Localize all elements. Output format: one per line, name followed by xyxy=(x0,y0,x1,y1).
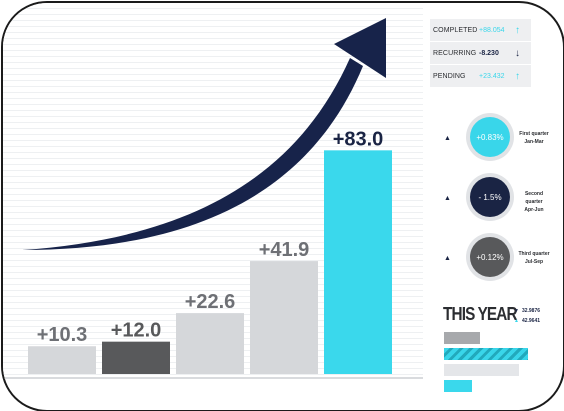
arrow-up-icon: ↑ xyxy=(515,70,520,82)
status-value: +88.054 xyxy=(479,26,505,34)
quarter-ring: +0.83% xyxy=(466,113,514,161)
year-legend-up: ▲ 42.9641 xyxy=(514,318,541,324)
status-panel: COMPLETED +88.054 ↑ RECURRING -8.230 ↓ P… xyxy=(430,19,531,88)
status-value: -8.230 xyxy=(479,49,499,57)
status-row-pending: PENDING +23.432 ↑ xyxy=(430,65,531,87)
bar xyxy=(28,346,96,374)
triangle-up-icon: ▲ xyxy=(444,255,451,262)
quarter-value: +0.12% xyxy=(470,237,510,277)
quarter-value: +0.83% xyxy=(470,117,510,157)
status-row-completed: COMPLETED +88.054 ↑ xyxy=(430,19,531,41)
bar-data-label: +83.0 xyxy=(333,128,384,150)
quarter-third: ▲ +0.12% Third quarter Jul-Sep xyxy=(441,230,551,290)
quarter-ring: +0.12% xyxy=(466,233,514,281)
quarter-label: Third quarter Jul-Sep xyxy=(518,251,550,265)
year-legend: ▼ 32.9876 ▲ 42.9641 xyxy=(514,306,540,326)
arrow-up-icon: ↑ xyxy=(515,24,520,36)
triangle-up-icon: ▲ xyxy=(514,318,519,324)
quarter-ring: - 1.5% xyxy=(466,173,514,221)
year-bar xyxy=(444,332,480,344)
bar xyxy=(324,150,392,374)
bar-data-label: +22.6 xyxy=(185,291,236,313)
quarter-label: Second quarter Apr-Jun xyxy=(524,191,544,213)
year-legend-down: ▼ 32.9876 xyxy=(514,308,541,314)
quarter-first: ▲ +0.83% First quarter Jan-Mar xyxy=(441,110,551,170)
triangle-down-icon: ▼ xyxy=(514,308,519,314)
status-label: COMPLETED xyxy=(433,26,478,34)
triangle-up-icon: ▲ xyxy=(444,195,451,202)
quarter-second: ▲ - 1.5% Second quarter Apr-Jun xyxy=(441,170,551,230)
arrow-down-icon: ↓ xyxy=(515,47,520,59)
bar-data-label: +41.9 xyxy=(259,239,310,261)
quarter-value: - 1.5% xyxy=(470,177,510,217)
trend-arrow-shaft xyxy=(22,58,363,250)
trend-arrow-head xyxy=(334,18,386,78)
bar-data-label: +12.0 xyxy=(111,320,162,342)
status-label: PENDING xyxy=(433,72,466,80)
year-bar xyxy=(444,348,528,360)
bar xyxy=(250,261,318,374)
chart-baseline xyxy=(3,377,423,379)
year-bar xyxy=(444,380,472,392)
bar-data-label: +10.3 xyxy=(37,324,88,346)
status-label: RECURRING xyxy=(433,49,477,57)
year-bar xyxy=(444,364,519,376)
bar xyxy=(102,341,170,374)
bar xyxy=(176,313,244,374)
bar-chart: +10.3 +12.0 +22.6 +41.9 +83.0 xyxy=(22,18,392,374)
status-value: +23.432 xyxy=(479,72,505,80)
quarter-label: First quarter Jan-Mar xyxy=(519,131,549,145)
year-title: THIS YEAR xyxy=(443,304,518,324)
triangle-up-icon: ▲ xyxy=(444,135,451,142)
status-row-recurring: RECURRING -8.230 ↓ xyxy=(430,42,531,64)
trend-arrow xyxy=(22,18,386,250)
